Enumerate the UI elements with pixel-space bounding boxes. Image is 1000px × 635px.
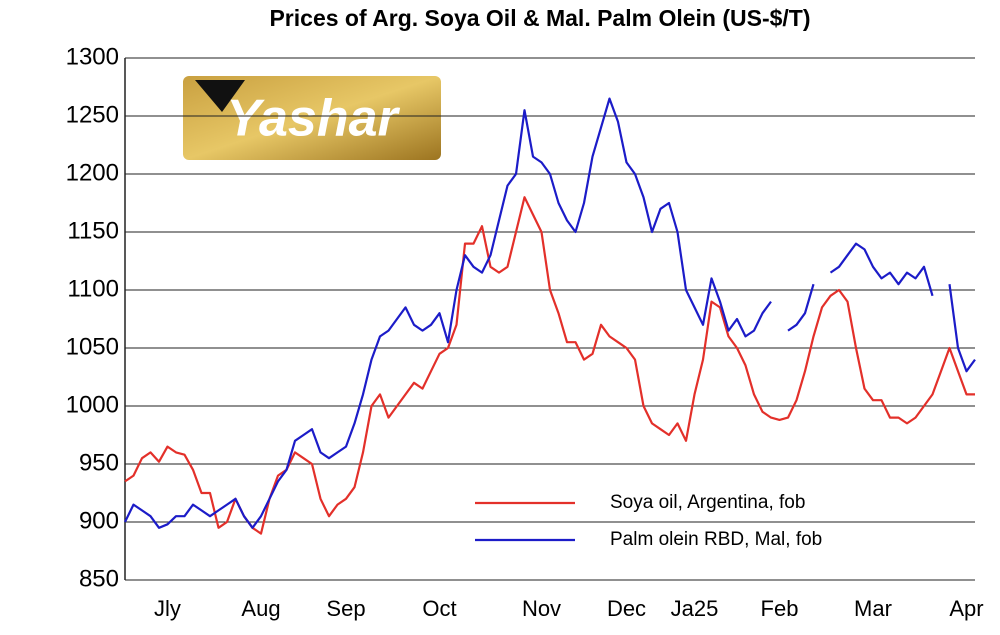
y-tick-label: 1300	[66, 43, 119, 70]
y-tick-label: 1150	[67, 217, 119, 244]
y-tick-label: 900	[79, 507, 119, 534]
x-tick-label: Dec	[607, 596, 646, 621]
y-tick-label: 1100	[67, 275, 119, 302]
y-tick-label: 950	[79, 449, 119, 476]
legend-label: Soya oil, Argentina, fob	[610, 492, 805, 513]
logo-background	[183, 76, 441, 160]
y-tick-label: 1050	[66, 333, 119, 360]
series-line	[124, 196, 975, 535]
y-tick-label: 1000	[66, 391, 119, 418]
series-line	[124, 97, 976, 529]
x-tick-label: Ja25	[671, 596, 719, 621]
x-tick-label: Apr	[949, 596, 983, 621]
x-tick-label: Mar	[854, 596, 892, 621]
y-tick-label: 1250	[66, 101, 119, 128]
logo: Yashar	[183, 76, 441, 160]
x-tick-label: Nov	[522, 596, 561, 621]
logo-text: Yashar	[226, 90, 400, 148]
x-tick-label: Oct	[422, 596, 456, 621]
legend-label: Palm olein RBD, Mal, fob	[610, 529, 822, 550]
x-tick-label: Sep	[326, 596, 365, 621]
x-tick-label: Jly	[154, 596, 181, 621]
logo-icon	[195, 80, 245, 112]
chart-title: Prices of Arg. Soya Oil & Mal. Palm Olei…	[269, 5, 810, 31]
y-tick-label: 850	[79, 565, 119, 592]
y-tick-label: 1200	[66, 159, 119, 186]
x-tick-label: Feb	[761, 596, 799, 621]
x-tick-label: Aug	[241, 596, 280, 621]
